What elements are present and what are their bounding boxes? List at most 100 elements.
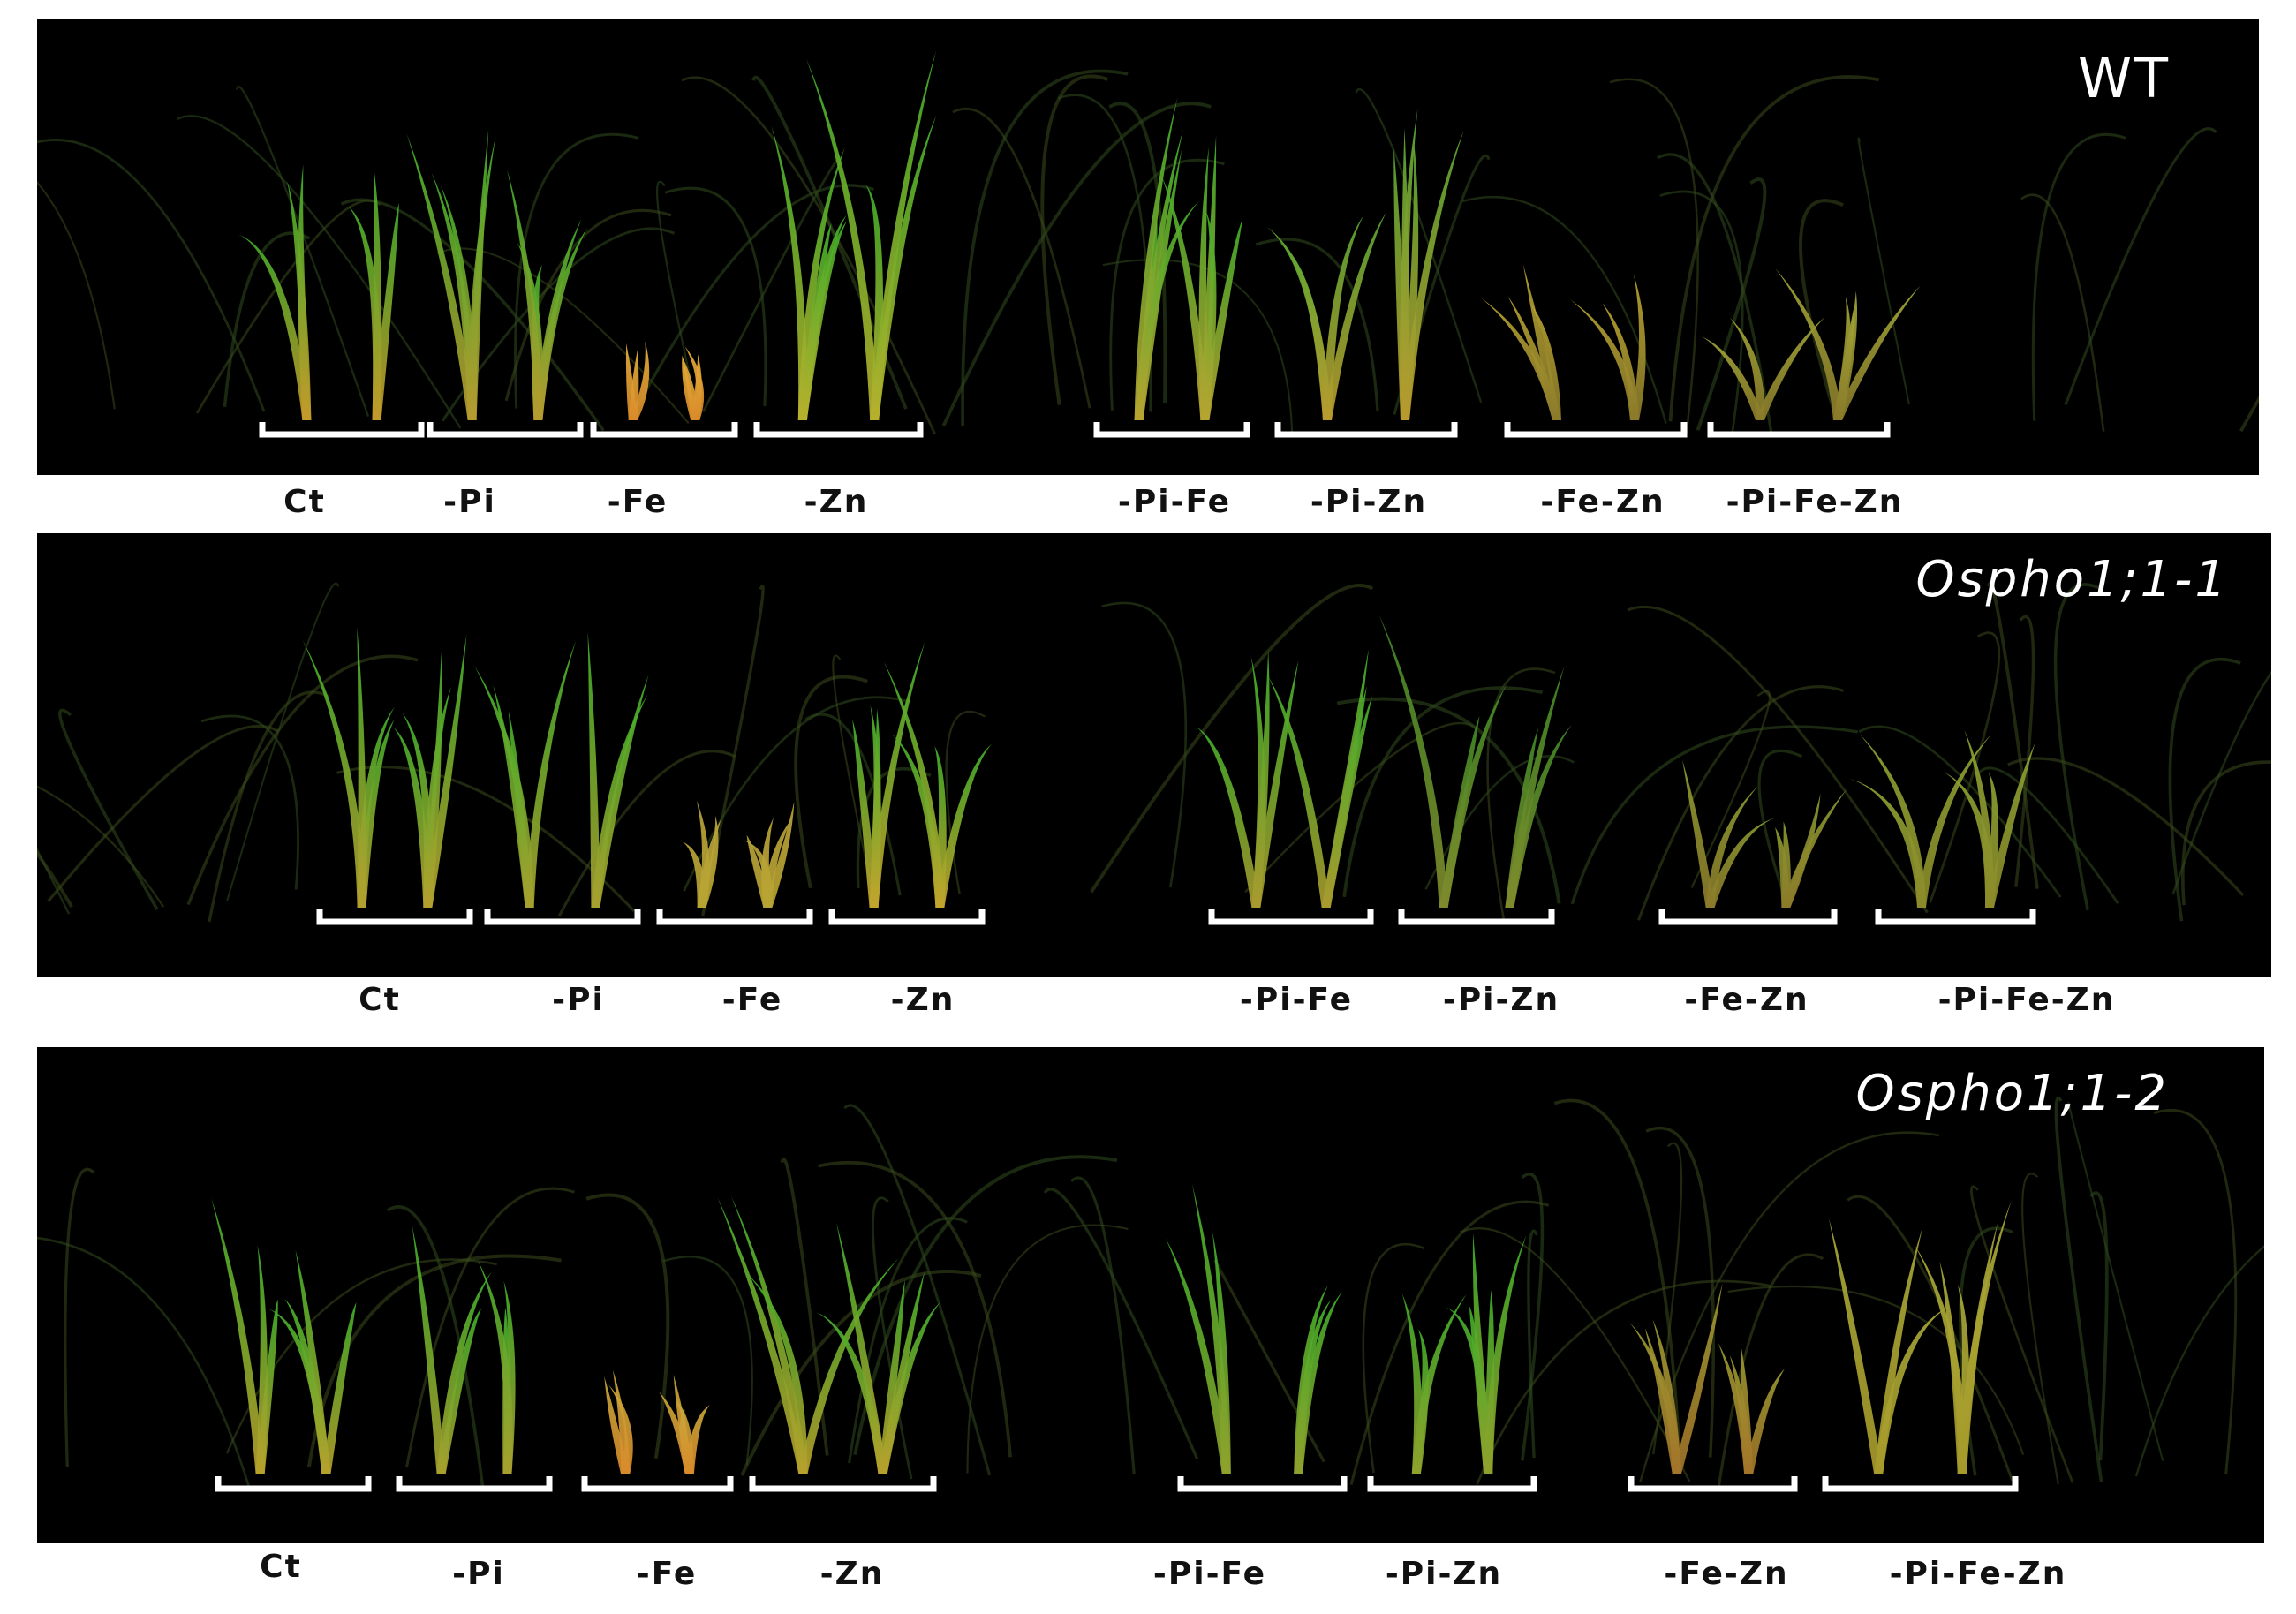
background-leaf	[504, 208, 672, 402]
background-leaf	[1255, 238, 1379, 411]
background-leaf	[1244, 721, 1477, 894]
panel-ospho1-1-1: Ospho1;1-1	[37, 533, 2271, 977]
pot-bracket	[1367, 1476, 1537, 1492]
background-leaf	[941, 102, 1212, 426]
background-leaf	[1696, 177, 1767, 431]
background-leaf	[236, 85, 370, 417]
rice-leaf	[1964, 729, 1995, 908]
rice-leaf	[1701, 336, 1764, 420]
rice-leaf	[402, 713, 433, 908]
background-leaf	[1659, 190, 1744, 434]
rice-leaf	[805, 58, 880, 420]
background-leaf	[952, 107, 1091, 409]
pot-bracket	[1177, 1476, 1348, 1492]
rice-leaf	[869, 641, 925, 908]
rice-leaf	[1652, 1319, 1681, 1474]
genotype-label-ospho1-1-1: Ospho1;1-1	[1915, 551, 2229, 608]
rice-leaf	[1161, 177, 1210, 420]
treatment-label: Ct	[283, 484, 326, 520]
background-leaf	[1627, 605, 1929, 914]
background-leaf	[2067, 1102, 2164, 1461]
rice-leaf	[1251, 649, 1270, 908]
background-leaf	[1987, 581, 2039, 889]
background-leaf	[208, 690, 329, 923]
rice-leaf	[1957, 1222, 1998, 1474]
rice-leaf	[1268, 676, 1331, 908]
rice-leaf	[347, 205, 382, 420]
rice-leaf	[798, 1257, 899, 1474]
rice-leaf	[682, 841, 706, 908]
pot-bracket	[749, 1476, 937, 1492]
background-leaf	[2239, 396, 2259, 433]
background-leaf	[557, 750, 736, 917]
background-leaf	[1070, 1176, 1136, 1474]
panel-wt: WT	[37, 19, 2259, 475]
pot-bracket	[1875, 909, 2036, 925]
background-leaf	[37, 785, 165, 908]
rice-leaf	[211, 1198, 265, 1474]
rice-leaf	[1411, 1293, 1467, 1474]
rice-leaf	[357, 627, 366, 908]
rice-leaf	[1321, 696, 1372, 908]
rice-leaf	[1200, 135, 1217, 420]
rice-leaf	[1484, 1234, 1527, 1474]
rice-leaf	[878, 1271, 925, 1474]
rice-leaf	[1775, 826, 1791, 908]
pot-bracket	[1707, 422, 1891, 438]
background-leaf	[1101, 601, 1188, 888]
rice-leaf	[679, 1408, 694, 1474]
background-leaf	[630, 184, 875, 419]
rice-leaf	[525, 640, 577, 908]
rice-leaf	[1729, 317, 1765, 420]
rice-leaf	[892, 734, 945, 908]
rice-leaf	[1505, 666, 1565, 908]
treatment-label: -Fe-Zn	[1664, 1556, 1789, 1592]
background-leaf	[2153, 1108, 2238, 1474]
rice-leaf	[628, 350, 639, 420]
rice-leaf	[406, 133, 477, 420]
rice-leaf	[1411, 1329, 1429, 1474]
rice-leaf	[604, 1376, 631, 1474]
background-leaf	[1690, 690, 1771, 888]
rice-leaf	[587, 631, 600, 908]
rice-leaf	[1294, 1285, 1329, 1474]
background-leaf	[2054, 1097, 2103, 1483]
treatment-label: -Pi-Zn	[1385, 1556, 1503, 1592]
rice-leaf	[717, 1196, 808, 1474]
pot-bracket	[1822, 1476, 2019, 1492]
rice-leaf	[797, 223, 832, 420]
rice-leaf	[1321, 649, 1369, 908]
pot-bracket	[590, 422, 738, 438]
treatment-label: -Pi-Fe	[1239, 982, 1354, 1018]
plants-photo-ospho1-1-1	[37, 581, 2271, 925]
background-leaf	[818, 1160, 1012, 1458]
rice-leaf	[255, 1245, 268, 1474]
background-leaf	[1645, 1126, 1716, 1458]
rice-leaf	[1401, 137, 1419, 420]
background-leaf	[1459, 1227, 1691, 1482]
background-leaf	[2031, 132, 2126, 421]
background-leaf	[961, 69, 1129, 426]
rice-leaf	[852, 719, 879, 908]
background-leaf	[514, 132, 639, 409]
rice-leaf	[1828, 1218, 1884, 1474]
background-leaf	[1486, 667, 1556, 920]
treatment-label: -Pi-Zn	[1442, 982, 1560, 1018]
background-leaf	[1362, 1242, 1425, 1474]
treatment-labels-wt: Ct -Pi -Fe -Zn -Pi-Fe -Pi-Zn -Fe-Zn -Pi-…	[0, 484, 2296, 537]
background-leaf	[1929, 631, 2001, 903]
pot-bracket	[396, 1476, 553, 1492]
rice-leaf	[302, 639, 366, 908]
rice-leaf	[1917, 734, 1992, 908]
background-leaf	[1717, 1253, 1824, 1488]
treatment-label: -Pi-Fe	[1117, 484, 1232, 520]
rice-leaf	[1602, 303, 1639, 420]
background-leaf	[1727, 1285, 2025, 1456]
background-leaf	[2089, 1191, 2109, 1461]
rice-leaf	[935, 743, 993, 908]
rice-leaf	[1323, 212, 1386, 420]
rice-leaf	[1630, 275, 1646, 420]
background-leaf	[1342, 686, 1544, 898]
rice-leaf	[815, 1311, 887, 1474]
background-leaf	[1553, 1098, 1682, 1470]
